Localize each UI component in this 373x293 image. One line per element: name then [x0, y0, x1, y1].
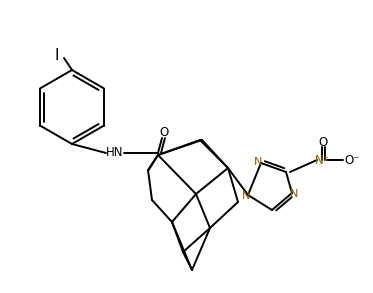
Text: N: N [242, 191, 250, 201]
Text: I: I [55, 49, 59, 64]
Text: O: O [319, 137, 327, 149]
Text: HN: HN [106, 146, 124, 159]
Text: N: N [254, 157, 262, 167]
Text: O⁻: O⁻ [344, 154, 360, 166]
Text: N⁺: N⁺ [314, 154, 329, 166]
Text: N: N [290, 189, 298, 199]
Text: O: O [159, 127, 169, 139]
